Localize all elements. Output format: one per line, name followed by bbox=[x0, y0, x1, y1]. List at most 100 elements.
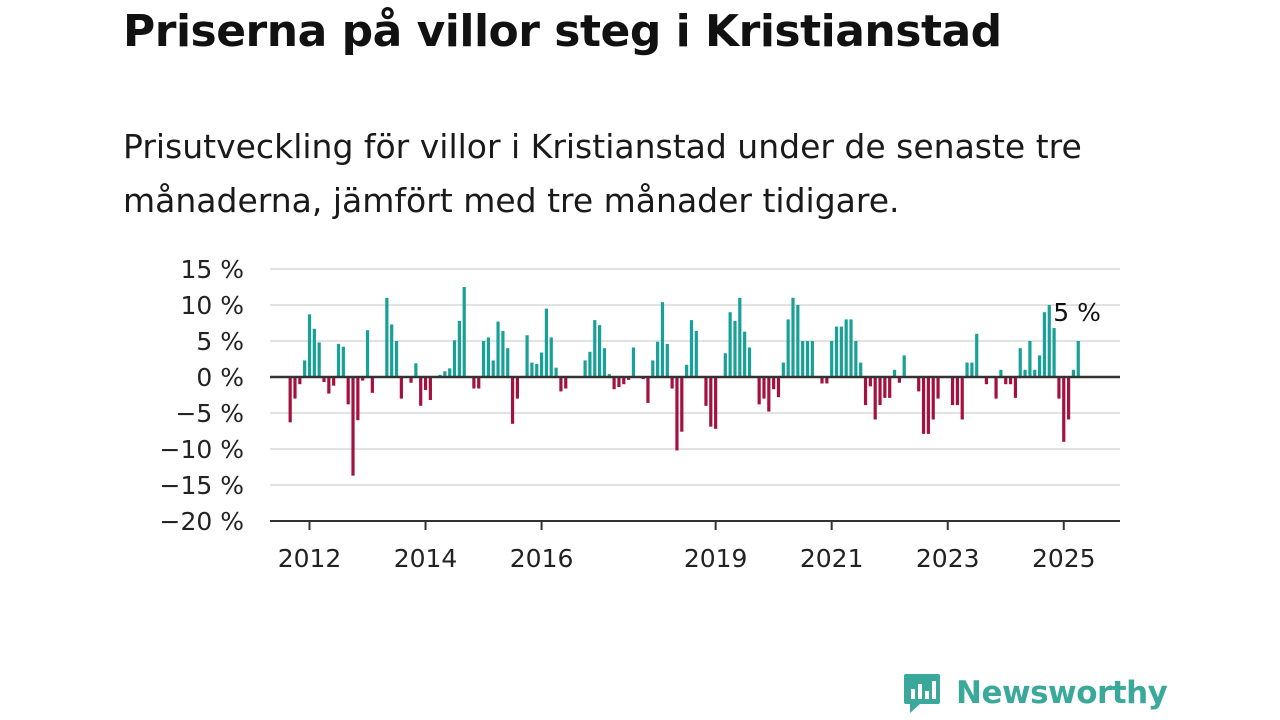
bar-positive bbox=[660, 302, 665, 377]
bar-negative bbox=[370, 377, 374, 393]
bar-negative bbox=[288, 377, 292, 423]
bar-positive bbox=[496, 321, 500, 377]
bar-negative bbox=[950, 377, 955, 406]
bar-positive bbox=[501, 330, 505, 377]
bar-positive bbox=[685, 364, 689, 377]
y-tick-label: 15 % bbox=[180, 255, 244, 284]
bar-positive bbox=[525, 335, 529, 377]
y-tick-label: −10 % bbox=[160, 435, 244, 464]
bar-positive bbox=[781, 362, 785, 377]
bar-positive bbox=[1037, 355, 1042, 377]
bar-positive bbox=[462, 287, 466, 377]
bar-positive bbox=[728, 312, 732, 377]
x-tick-label: 2012 bbox=[278, 544, 342, 573]
bar-negative bbox=[675, 377, 679, 451]
bar-positive bbox=[839, 326, 843, 377]
bar-negative bbox=[704, 377, 708, 406]
bar-positive bbox=[810, 341, 814, 377]
bar-positive bbox=[443, 371, 447, 377]
bar-positive bbox=[539, 352, 544, 377]
newsworthy-logo-icon bbox=[904, 674, 940, 713]
bar-negative bbox=[917, 377, 921, 392]
bar-positive bbox=[631, 347, 636, 377]
x-tick-label: 2023 bbox=[916, 544, 980, 573]
bar-positive bbox=[448, 368, 452, 377]
bar-positive bbox=[554, 367, 558, 377]
bar-positive bbox=[733, 320, 737, 377]
bar-positive bbox=[791, 297, 795, 377]
bar-positive bbox=[303, 360, 307, 377]
chart-title: Priserna på villor steg i Kristianstad bbox=[123, 6, 1002, 57]
bar-positive bbox=[307, 314, 312, 377]
bar-positive bbox=[544, 308, 549, 377]
bar-positive bbox=[1042, 312, 1047, 377]
grid-lines bbox=[270, 268, 1120, 486]
bar-positive bbox=[723, 353, 727, 377]
bar-positive bbox=[341, 346, 345, 377]
bar-positive bbox=[892, 369, 897, 377]
bar-negative bbox=[515, 377, 519, 399]
bar-negative bbox=[428, 377, 432, 401]
bar-positive bbox=[602, 348, 607, 377]
bar-negative bbox=[984, 377, 988, 385]
bar-negative bbox=[936, 377, 940, 399]
bar-positive bbox=[854, 341, 858, 377]
bar-positive bbox=[1033, 369, 1037, 377]
bar-negative bbox=[327, 377, 331, 394]
bar-negative bbox=[776, 377, 781, 398]
bar-negative bbox=[1008, 377, 1013, 385]
chart-subtitle: Prisutveckling för villor i Kristianstad… bbox=[123, 127, 1082, 220]
bar-negative bbox=[293, 377, 297, 399]
bar-negative bbox=[1004, 377, 1008, 385]
bar-negative bbox=[399, 377, 403, 399]
bar-negative bbox=[868, 377, 872, 387]
bar-positive bbox=[530, 362, 534, 377]
x-tick-label: 2019 bbox=[684, 544, 748, 573]
bar-positive bbox=[394, 341, 399, 377]
bar-positive bbox=[598, 325, 602, 377]
x-tick-label: 2021 bbox=[800, 544, 864, 573]
bar-negative bbox=[559, 377, 563, 392]
bar-negative bbox=[346, 377, 350, 405]
bar-positive bbox=[593, 320, 597, 377]
bar-positive bbox=[1047, 305, 1051, 377]
bar-negative bbox=[888, 377, 892, 398]
y-tick-label: −5 % bbox=[175, 399, 244, 428]
bar-positive bbox=[317, 342, 321, 377]
bar-negative bbox=[1057, 377, 1061, 399]
bar-positive bbox=[743, 331, 747, 377]
bar-positive bbox=[902, 355, 906, 377]
bar-positive bbox=[689, 320, 694, 377]
bar-positive bbox=[805, 341, 810, 377]
bar-negative bbox=[1013, 377, 1018, 398]
bar-negative bbox=[622, 377, 626, 385]
bar-negative bbox=[825, 377, 829, 384]
bar-negative bbox=[617, 377, 621, 388]
y-tick-label: 0 % bbox=[196, 363, 244, 392]
brand-logo: Newsworthy bbox=[902, 670, 1168, 716]
bar-positive bbox=[336, 343, 341, 377]
y-tick-label: 5 % bbox=[196, 327, 244, 356]
x-tick-label: 2014 bbox=[394, 544, 458, 573]
bar-positive bbox=[1023, 369, 1027, 377]
bar-negative bbox=[510, 377, 515, 424]
bar-negative bbox=[767, 377, 771, 412]
bar-negative bbox=[863, 377, 868, 406]
bar-chart: 15 %10 %5 %0 %−5 %−10 %−15 %−20 % 2012 20… bbox=[160, 255, 1120, 573]
bar-positive bbox=[738, 297, 742, 377]
y-axis-labels: 15 % 10 % 5 % 0 % −5 % −10 % −15 % −20 % bbox=[160, 255, 244, 536]
bar-negative bbox=[1067, 377, 1071, 420]
bar-negative bbox=[709, 377, 713, 427]
bar-positive bbox=[834, 326, 839, 377]
y-tick-label: −15 % bbox=[160, 471, 244, 500]
bar-positive bbox=[385, 297, 389, 377]
bar-positive bbox=[1052, 328, 1056, 377]
bar-positive bbox=[999, 369, 1003, 377]
bar-positive bbox=[365, 330, 370, 377]
bar-positive bbox=[970, 362, 974, 377]
axes bbox=[270, 375, 1120, 530]
bar-positive bbox=[588, 351, 592, 377]
bar-positive bbox=[491, 360, 495, 377]
bar-negative bbox=[883, 377, 887, 398]
bar-negative bbox=[298, 377, 302, 385]
